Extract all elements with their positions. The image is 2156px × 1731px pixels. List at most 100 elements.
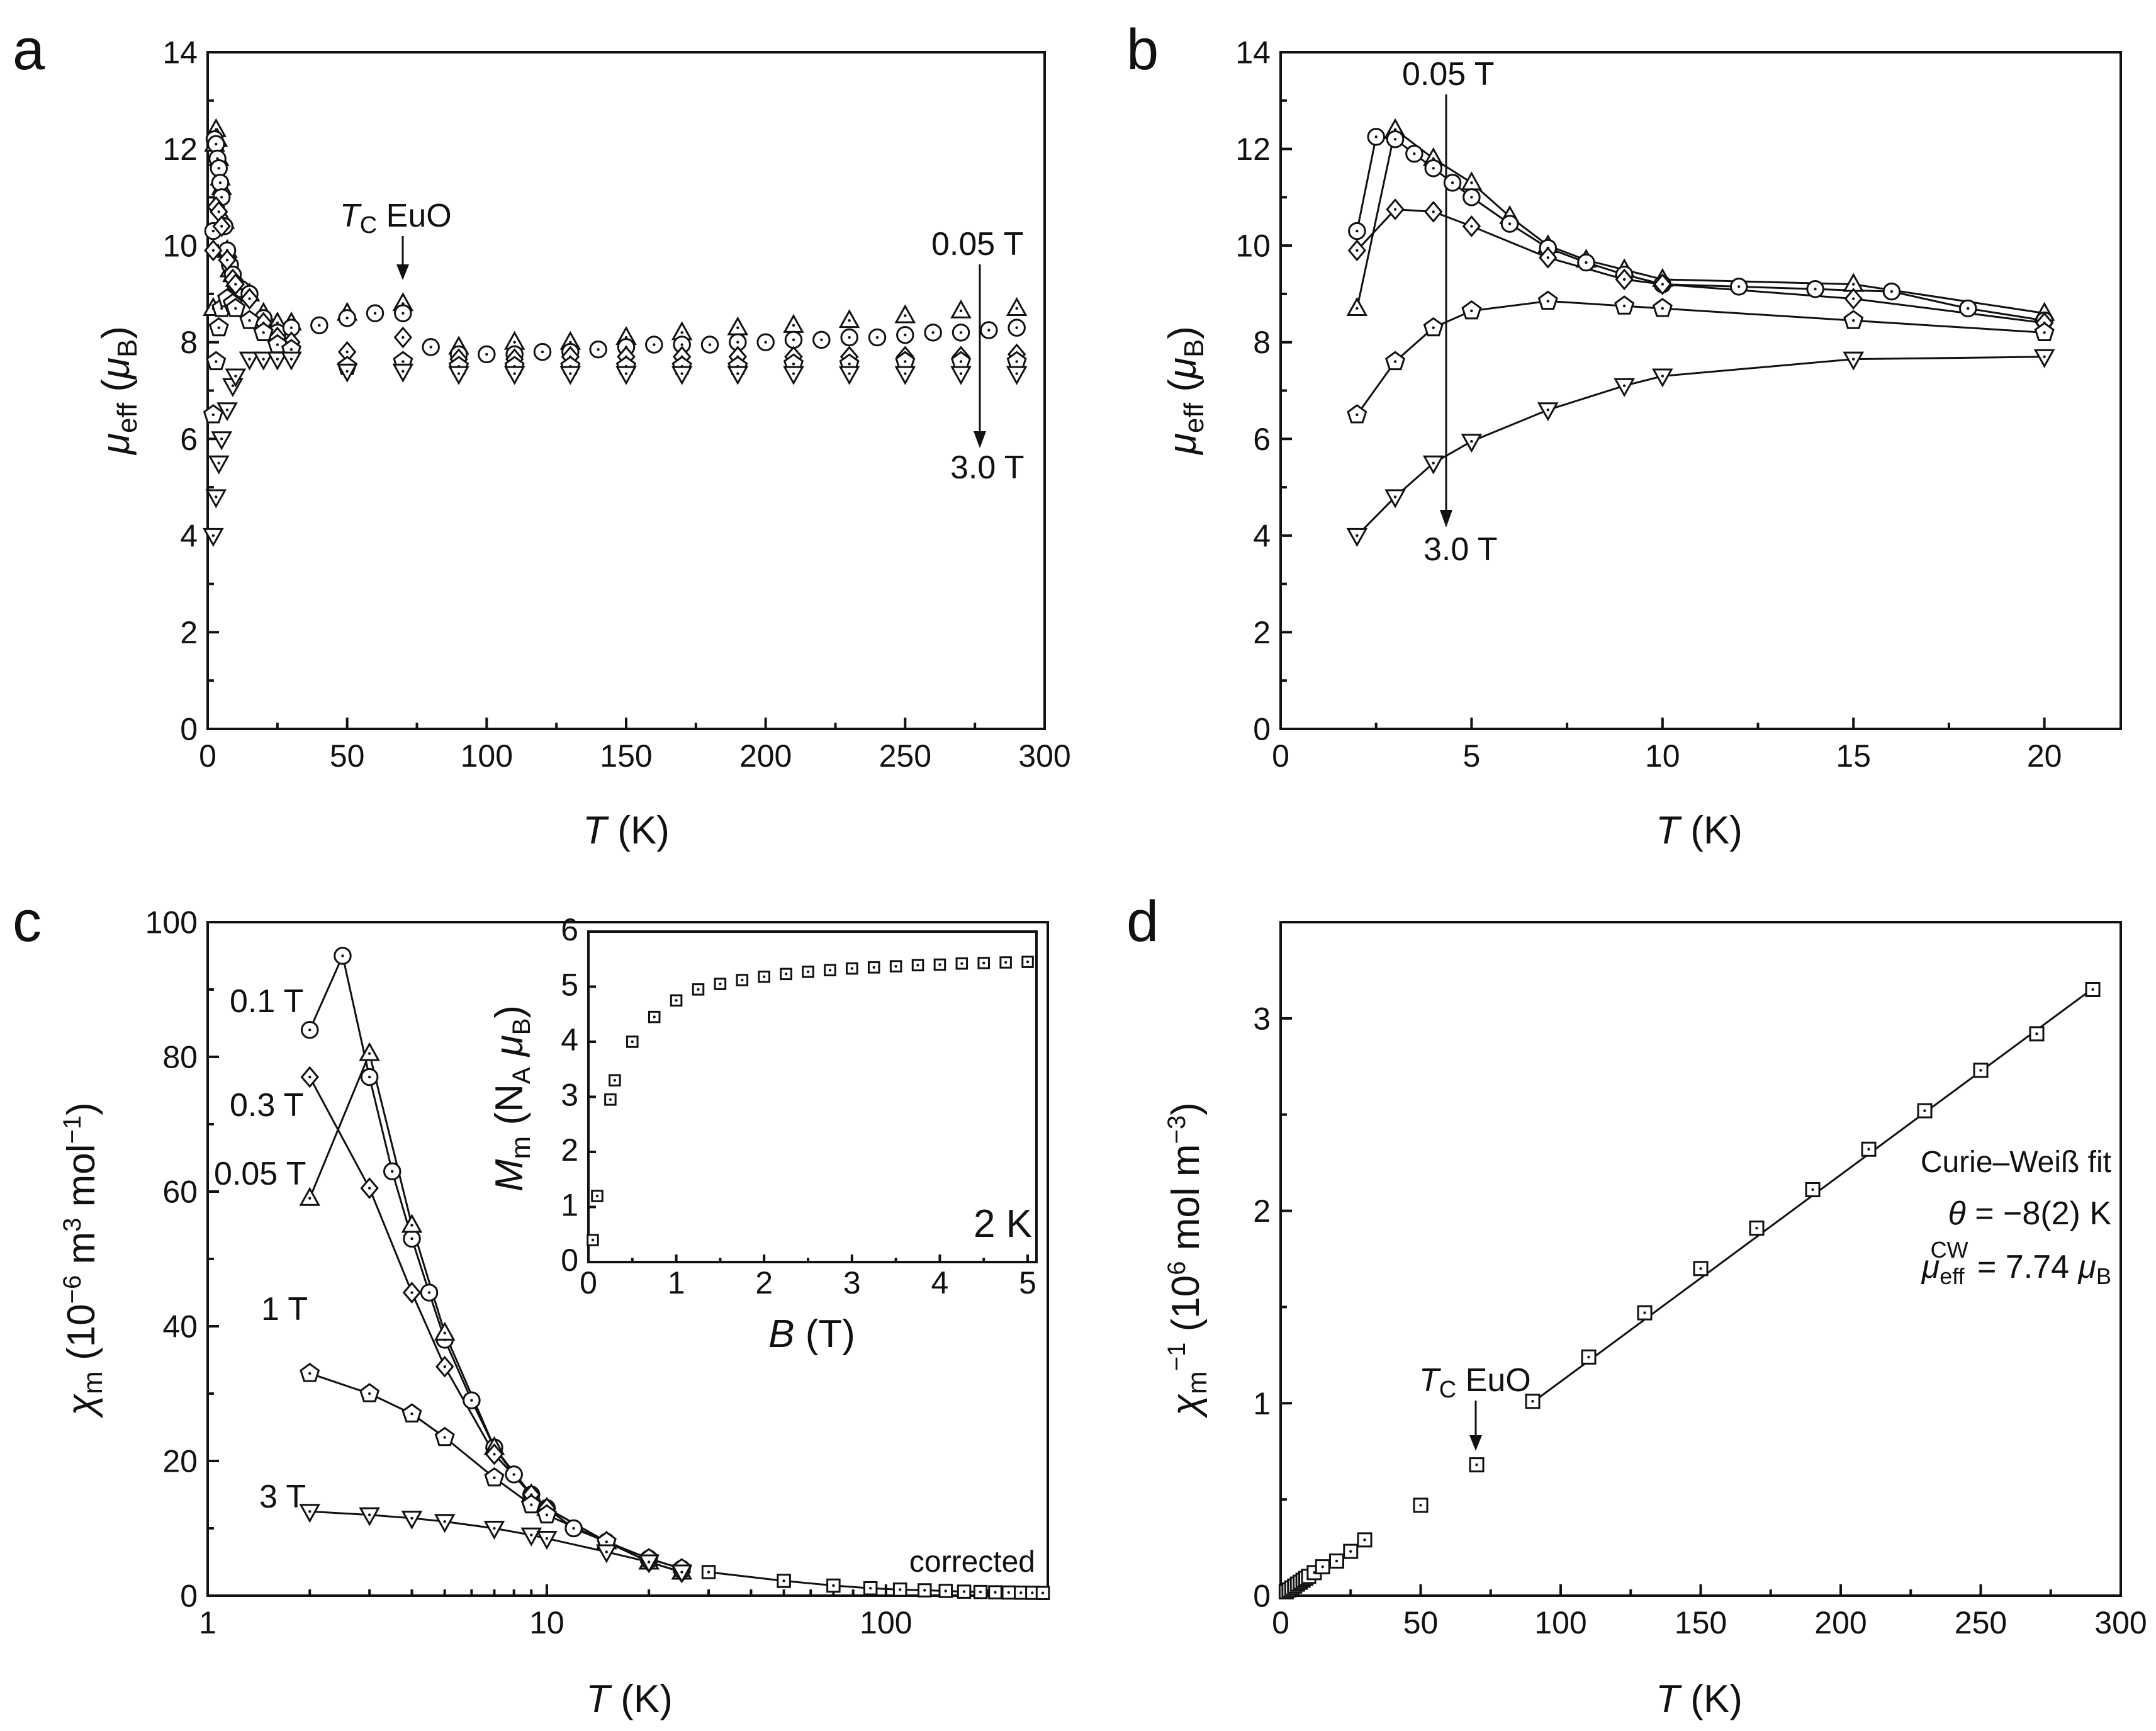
y-tick-label: 10 bbox=[162, 228, 198, 264]
point-b-3T-center bbox=[1546, 409, 1549, 412]
y-tick-label: 20 bbox=[162, 1444, 198, 1479]
point-a-3T bbox=[894, 366, 916, 385]
point-a-3T-center bbox=[848, 372, 851, 375]
inset-point-center bbox=[595, 1194, 599, 1198]
point-c-1T-center bbox=[308, 1372, 312, 1375]
point-c-corrected-center bbox=[979, 1590, 982, 1594]
point-c-3T-center bbox=[647, 1560, 651, 1564]
point-d-center bbox=[1643, 1311, 1646, 1314]
inset-point-center bbox=[613, 1079, 617, 1082]
y-tick-label: 12 bbox=[1235, 132, 1271, 167]
point-c-corrected-center bbox=[994, 1591, 997, 1594]
point-d-center bbox=[2035, 1032, 2038, 1035]
inset-point-center bbox=[591, 1238, 595, 1242]
point-b-3T-center bbox=[1852, 358, 1855, 361]
point-a-3T bbox=[225, 368, 247, 388]
x-tick-label: 150 bbox=[600, 738, 652, 774]
inset-point-center bbox=[850, 967, 854, 970]
panel-d: d 0 50 100 150 200 250 300 0 1 2 3 T (K) χm−1 (106… bbox=[1126, 889, 2147, 1721]
inset-x-label: B (T) bbox=[768, 1312, 855, 1356]
inset-point-center bbox=[806, 970, 810, 974]
point-a-1T-center bbox=[215, 360, 218, 363]
point-a-3T-center bbox=[225, 409, 229, 412]
fit-title: Curie–Weiß fit bbox=[1921, 1146, 2111, 1179]
point-d-center bbox=[1335, 1559, 1339, 1563]
point-b-0.05T-center bbox=[1393, 128, 1397, 132]
point-b-3T bbox=[1346, 527, 1368, 547]
point-b-0.1T-center bbox=[1967, 307, 1970, 310]
point-c-3T-center bbox=[410, 1516, 413, 1520]
point-b-0.1T-center bbox=[1432, 167, 1435, 170]
point-a-0.05T-center bbox=[680, 331, 683, 334]
point-a-3T-center bbox=[736, 372, 739, 375]
point-b-3T bbox=[1652, 368, 1673, 388]
point-a-0.1T-center bbox=[211, 229, 215, 233]
inset-point-center bbox=[784, 973, 788, 976]
point-c-1T-center bbox=[530, 1503, 533, 1506]
y-tick-label: 8 bbox=[1253, 325, 1271, 360]
point-c-corrected-center bbox=[962, 1590, 966, 1593]
y-tick-label: 0 bbox=[180, 1579, 198, 1614]
point-b-0.1T-center bbox=[1356, 229, 1359, 233]
point-a-1T-center bbox=[211, 413, 215, 417]
inset-point-center bbox=[741, 978, 744, 982]
point-b-1T-center bbox=[1432, 326, 1435, 329]
point-c-3T-center bbox=[493, 1526, 496, 1530]
point-c-0.05T bbox=[299, 1187, 321, 1206]
point-c-0.1T-center bbox=[512, 1473, 515, 1476]
point-b-0.3T-center bbox=[1432, 210, 1435, 213]
point-d-center bbox=[1923, 1109, 1926, 1112]
x-tick-label: 5 bbox=[1019, 1265, 1036, 1300]
inset-point-center bbox=[675, 999, 678, 1002]
point-a-1T-center bbox=[904, 360, 907, 363]
point-a-3T bbox=[239, 351, 261, 371]
point-b-3T-center bbox=[1432, 461, 1435, 465]
point-a-0.1T-center bbox=[904, 333, 907, 337]
point-c-3T bbox=[483, 1521, 505, 1540]
plot-frame-a bbox=[206, 51, 1046, 730]
point-a-0.05T-center bbox=[792, 324, 795, 327]
y-tick-label: 2 bbox=[1253, 615, 1271, 650]
y-tick-label: 0 bbox=[1253, 1579, 1271, 1614]
point-c-3T-center bbox=[368, 1513, 371, 1516]
point-a-3T bbox=[503, 366, 525, 385]
y-tick-label: 2 bbox=[180, 615, 198, 650]
inset-point-center bbox=[1026, 960, 1030, 964]
panel-label-c: c bbox=[13, 889, 42, 954]
point-b-0.3T-center bbox=[1356, 249, 1359, 252]
y-tick-label: 12 bbox=[162, 132, 198, 167]
point-c-1T-center bbox=[545, 1513, 549, 1516]
point-b-0.3T-center bbox=[1546, 256, 1549, 259]
point-a-0.05T-center bbox=[624, 335, 628, 339]
y-tick-label: 5 bbox=[561, 967, 578, 1003]
point-a-0.05T bbox=[727, 316, 749, 335]
point-c-3T bbox=[401, 1510, 423, 1530]
point-b-1T-center bbox=[1622, 304, 1626, 308]
point-b-3T-center bbox=[1356, 534, 1359, 538]
point-a-3T bbox=[448, 366, 469, 385]
point-d-center bbox=[1321, 1565, 1324, 1569]
y-tick-label: 6 bbox=[561, 912, 578, 947]
point-a-0.1T-center bbox=[373, 312, 377, 315]
point-c-0.1T-center bbox=[572, 1526, 575, 1530]
x-tick-label: 0 bbox=[1272, 738, 1289, 774]
y-tick-label: 6 bbox=[180, 422, 198, 457]
point-c-corrected-center bbox=[832, 1584, 835, 1587]
point-c-0.05T bbox=[359, 1042, 380, 1061]
point-b-0.1T-center bbox=[1508, 222, 1512, 225]
x-tick-label: 150 bbox=[1675, 1605, 1727, 1640]
y-tick-label: 40 bbox=[162, 1309, 198, 1345]
inset-point-center bbox=[916, 964, 919, 967]
y-tick-label: 0 bbox=[561, 1243, 578, 1278]
point-a-3T-center bbox=[220, 437, 223, 441]
point-a-0.1T-center bbox=[875, 335, 879, 339]
point-c-0.3T-center bbox=[308, 1075, 312, 1079]
point-c-3T bbox=[520, 1527, 542, 1547]
axis-ticks-a: 0 50 100 150 200 250 300 0 2 4 6 8 10 12 14 bbox=[162, 35, 1070, 774]
y-tick-label: 60 bbox=[162, 1175, 198, 1210]
point-b-0.1T-center bbox=[1737, 285, 1741, 288]
point-a-3T-center bbox=[569, 372, 572, 375]
point-a-0.1T-center bbox=[345, 317, 349, 320]
x-tick-label: 0 bbox=[199, 738, 216, 774]
point-a-3T-center bbox=[904, 372, 907, 375]
